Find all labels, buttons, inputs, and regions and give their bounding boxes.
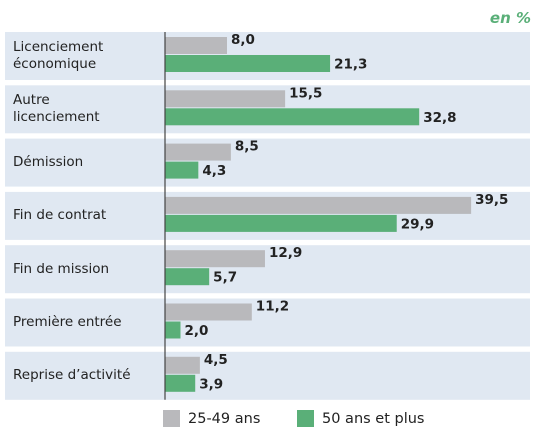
- category-label: Démission: [13, 154, 84, 171]
- value-label: 21,3: [334, 57, 367, 73]
- bar: [165, 55, 331, 72]
- legend-swatch: [163, 410, 180, 427]
- category-label: Première entrée: [13, 314, 122, 330]
- bar: [165, 374, 196, 392]
- category-label: Autre licenciement: [13, 92, 100, 126]
- category-label: Fin de contrat: [13, 207, 107, 224]
- value-label: 11,2: [256, 299, 289, 315]
- bar: [165, 268, 210, 286]
- category-label: Licenciement économique: [13, 39, 104, 72]
- value-label: 2,0: [185, 323, 209, 339]
- value-label: 8,5: [235, 139, 259, 155]
- legend-label: 50 ans et plus: [322, 411, 425, 427]
- bar: [165, 250, 265, 268]
- value-label: 29,9: [401, 216, 434, 232]
- bar: [165, 161, 199, 179]
- value-label: 15,5: [289, 85, 322, 101]
- legend-swatch: [297, 410, 314, 427]
- row-panel: [5, 298, 530, 347]
- category-label: Fin de mission: [13, 260, 110, 277]
- bar: [165, 356, 200, 374]
- bar: [165, 108, 420, 126]
- row-panel: [5, 351, 530, 400]
- value-label: 39,5: [475, 192, 508, 208]
- bar: [165, 90, 286, 108]
- value-label: 5,7: [213, 270, 237, 286]
- value-label: 4,5: [204, 352, 228, 368]
- bar: [165, 321, 181, 339]
- category-label: Reprise d’activité: [13, 367, 131, 384]
- row-panel: [5, 245, 530, 294]
- value-label: 8,0: [231, 32, 255, 48]
- bar: [165, 303, 252, 321]
- bar: [165, 143, 231, 161]
- row-panel: [5, 138, 530, 187]
- value-label: 3,9: [199, 376, 223, 392]
- bar: [165, 196, 472, 214]
- value-label: 12,9: [269, 245, 302, 261]
- bar: [165, 37, 227, 54]
- unit-label: en %: [489, 9, 531, 27]
- legend-label: 25-49 ans: [188, 411, 260, 427]
- value-label: 32,8: [423, 110, 456, 126]
- bar: [165, 214, 397, 232]
- value-label: 4,3: [202, 163, 226, 179]
